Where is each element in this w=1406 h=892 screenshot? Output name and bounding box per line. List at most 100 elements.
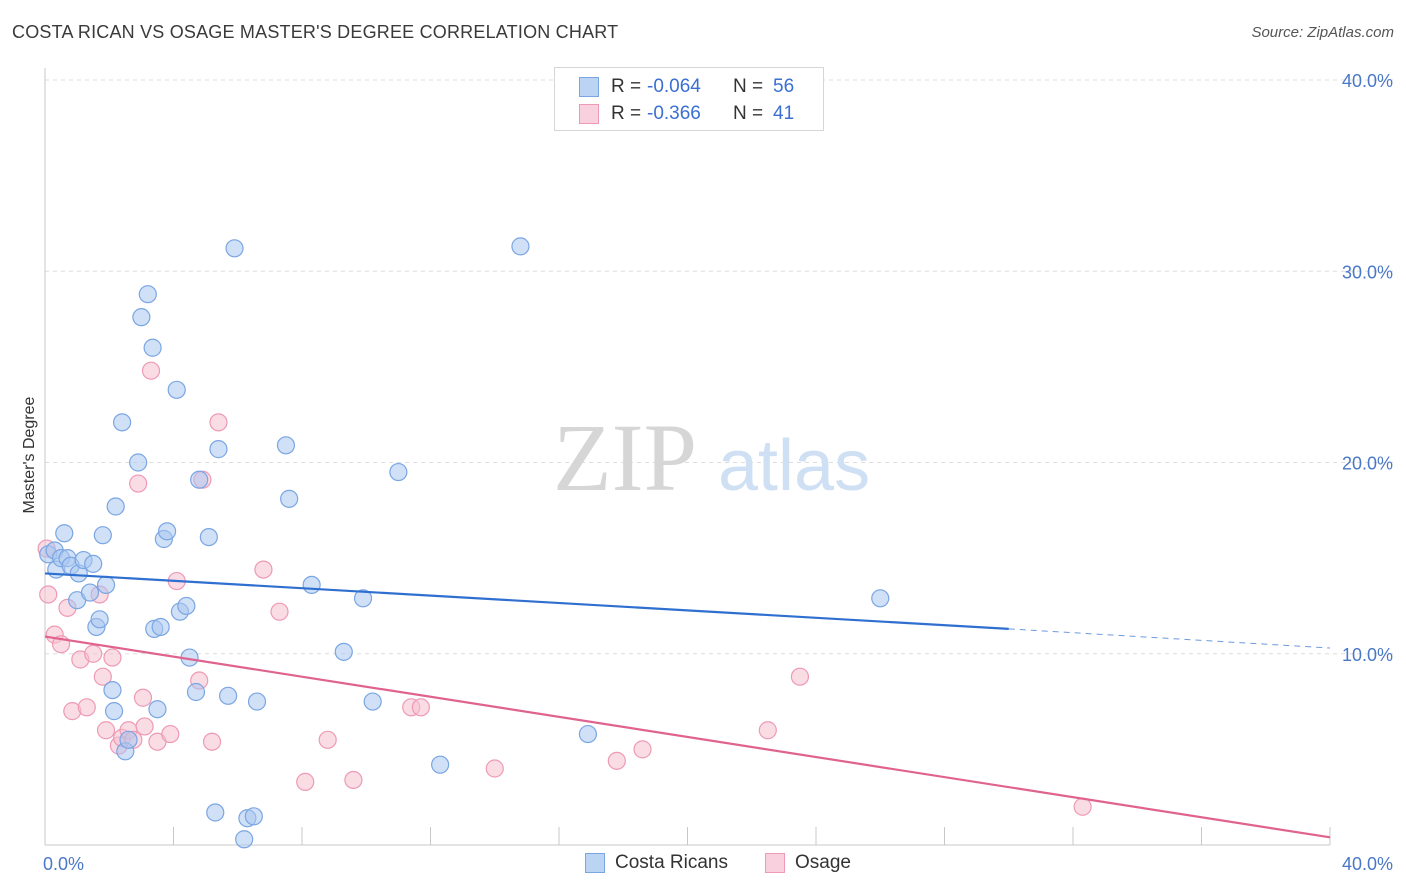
osage-point	[77, 698, 96, 717]
legend-n-value: 41	[773, 103, 795, 124]
bottom-legend-label-osage: Osage	[795, 852, 851, 873]
trend-lines	[44, 572, 1331, 839]
costa-point	[112, 413, 132, 432]
costa-point	[431, 755, 450, 774]
costa-point	[871, 589, 890, 608]
legend-r-label: R =	[611, 103, 642, 124]
legend-r-label: R =	[611, 76, 642, 97]
costa-point	[157, 522, 177, 541]
costa-point	[511, 237, 530, 256]
osage-point	[758, 721, 777, 740]
costa-point	[353, 589, 373, 608]
costa-point	[143, 338, 162, 357]
osage-point	[296, 772, 315, 791]
costa-point	[302, 575, 321, 595]
grid-lines	[45, 79, 1395, 655]
bottom-legend-label-costa: Costa Ricans	[615, 852, 728, 873]
costa-point	[334, 642, 353, 661]
costa-point	[90, 610, 109, 629]
watermark-atlas: atlas	[718, 426, 870, 506]
costa-point	[244, 807, 263, 826]
costa-trend-line	[44, 572, 1009, 630]
osage-point	[84, 644, 103, 663]
y-tick-labels: 10.0% 20.0% 30.0% 40.0%	[1342, 71, 1393, 665]
osage-point	[344, 770, 363, 790]
y-tick-label: 20.0%	[1342, 454, 1393, 474]
y-tick-label: 30.0%	[1342, 262, 1393, 282]
chart-title: COSTA RICAN VS OSAGE MASTER'S DEGREE COR…	[12, 22, 619, 42]
legend-swatch-osage	[579, 104, 599, 124]
costa-point	[148, 700, 167, 719]
costa-point	[151, 617, 170, 637]
costa-point	[219, 686, 238, 705]
source-label: Source: ZipAtlas.com	[1251, 24, 1394, 41]
legend-r-value: -0.064	[647, 76, 701, 97]
osage-point	[209, 413, 228, 432]
costa-point	[129, 453, 148, 472]
osage-point	[1073, 797, 1092, 816]
osage-point	[318, 730, 337, 749]
osage-point	[39, 585, 58, 604]
y-tick-label: 10.0%	[1342, 645, 1393, 665]
correlation-legend: R = -0.064 N = 56 R = -0.366 N = 41	[554, 67, 824, 131]
bottom-legend-swatch-costa	[585, 853, 605, 873]
costa-point	[80, 583, 100, 602]
costa-trend-extension	[1008, 628, 1331, 649]
costa-point	[199, 527, 218, 547]
x-tick-label: 0.0%	[43, 854, 84, 874]
costa-point	[225, 239, 244, 258]
costa-point	[96, 575, 116, 595]
legend-r-value: -0.366	[647, 103, 701, 124]
costa-point	[190, 470, 209, 489]
costa-point	[280, 489, 299, 508]
bottom-legend-swatch-osage	[765, 853, 785, 873]
watermark-zip: ZIP	[553, 404, 697, 511]
costa-point	[84, 554, 103, 573]
osage-point	[607, 751, 626, 770]
osage-point	[133, 688, 153, 707]
costa-point	[93, 526, 112, 545]
osage-point	[96, 721, 116, 740]
osage-point	[129, 474, 148, 493]
osage-point	[790, 667, 810, 686]
x-tick-labels: 0.0% 40.0%	[43, 854, 1393, 874]
osage-point	[485, 759, 504, 778]
osage-trend-line	[44, 635, 1331, 839]
costa-point	[247, 692, 267, 711]
y-tick-label: 40.0%	[1342, 71, 1393, 91]
osage-point	[202, 732, 222, 751]
costa-point	[389, 462, 408, 482]
osage-point	[411, 698, 430, 717]
osage-point	[254, 560, 273, 579]
costa-point	[209, 440, 228, 459]
osage-point	[93, 667, 112, 686]
axes	[44, 68, 1331, 846]
costa-point	[186, 682, 206, 702]
legend-n-value: 56	[773, 76, 795, 97]
costa-point	[138, 285, 157, 304]
legend-row-osage: R = -0.366 N = 41	[579, 102, 794, 126]
osage-point	[103, 648, 122, 667]
y-axis-label: Master's Degree	[21, 396, 38, 513]
costa-point	[103, 680, 122, 700]
legend-swatch-costa	[579, 77, 599, 97]
costa-point	[177, 596, 196, 616]
costa-point	[132, 308, 151, 327]
bottom-legend-osage: Osage	[765, 852, 851, 874]
costa-point	[363, 692, 382, 711]
osage-points	[37, 361, 1092, 816]
costa-point	[167, 380, 186, 399]
costa-point	[235, 830, 254, 849]
osage-point	[633, 740, 652, 759]
osage-point	[135, 717, 154, 736]
osage-point	[270, 602, 289, 621]
costa-point	[206, 803, 225, 822]
costa-point	[119, 730, 138, 749]
legend-n-label: N =	[733, 103, 764, 124]
costa-point	[276, 436, 296, 455]
legend-n-label: N =	[733, 76, 764, 97]
x-tick-label: 40.0%	[1342, 854, 1393, 874]
costa-point	[578, 724, 598, 744]
costa-points	[39, 237, 890, 849]
